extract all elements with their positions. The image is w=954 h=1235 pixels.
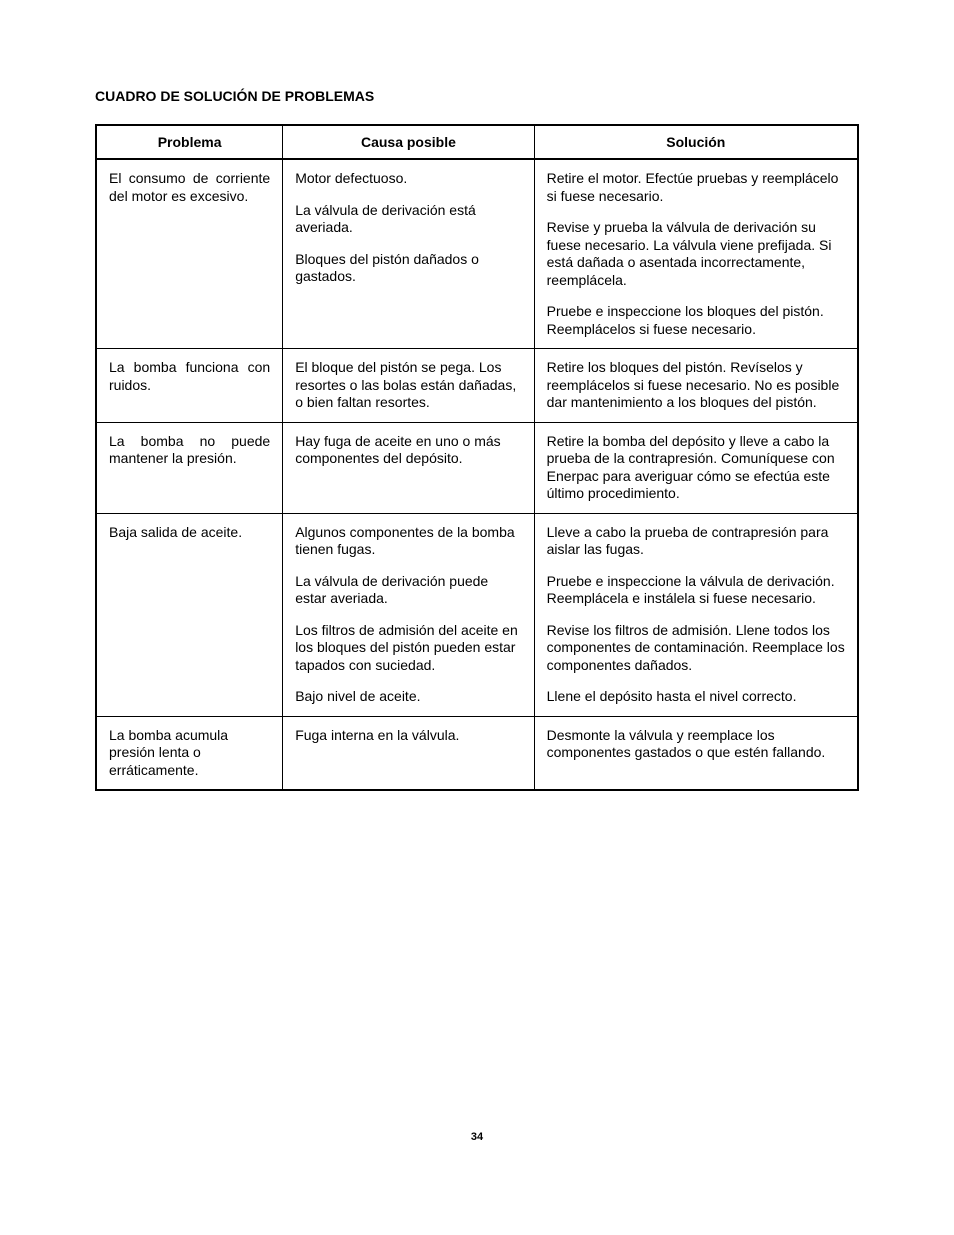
cell-solution: Desmonte la válvula y reemplace los comp… — [534, 716, 858, 790]
cell-solution: Retire el motor. Efectúe pruebas y reemp… — [534, 159, 858, 349]
problem-text: Baja salida de aceite. — [109, 524, 270, 542]
cause-text: El bloque del pistón se pega. Los resort… — [295, 359, 521, 412]
troubleshooting-table: Problema Causa posible Solución El consu… — [95, 124, 859, 791]
solution-text: Lleve a cabo la prueba de contrapresión … — [547, 524, 845, 559]
solution-text: Pruebe e inspeccione los bloques del pis… — [547, 303, 845, 338]
solution-text: Retire la bomba del depósito y lleve a c… — [547, 433, 845, 503]
cause-text: Bloques del pistón dañados o gastados. — [295, 251, 521, 286]
solution-text: Pruebe e inspeccione la válvula de deriv… — [547, 573, 845, 608]
cause-text: Los filtros de admisión del aceite en lo… — [295, 622, 521, 675]
cause-text: La válvula de derivación puede estar ave… — [295, 573, 521, 608]
problem-text: La bomba no puede mantener la presión. — [109, 433, 270, 468]
cause-text: Motor defectuoso. — [295, 170, 521, 188]
cell-cause: Fuga interna en la válvula. — [283, 716, 534, 790]
cell-cause: Hay fuga de aceite en uno o más componen… — [283, 422, 534, 513]
table-header-row: Problema Causa posible Solución — [96, 125, 858, 159]
solution-text: Retire los bloques del pistón. Revíselos… — [547, 359, 845, 412]
problem-text: El consumo de corriente del motor es exc… — [109, 170, 270, 205]
cell-cause: El bloque del pistón se pega. Los resort… — [283, 349, 534, 423]
cell-problem: Baja salida de aceite. — [96, 513, 283, 716]
cell-cause: Motor defectuoso. La válvula de derivaci… — [283, 159, 534, 349]
solution-text: Revise los filtros de admisión. Llene to… — [547, 622, 845, 675]
col-header-problem: Problema — [96, 125, 283, 159]
cause-text: Hay fuga de aceite en uno o más componen… — [295, 433, 521, 468]
solution-text: Retire el motor. Efectúe pruebas y reemp… — [547, 170, 845, 205]
cell-solution: Retire los bloques del pistón. Revíselos… — [534, 349, 858, 423]
cause-text: Fuga interna en la válvula. — [295, 727, 521, 745]
cell-problem: El consumo de corriente del motor es exc… — [96, 159, 283, 349]
table-row: La bomba no puede mantener la presión. H… — [96, 422, 858, 513]
solution-text: Llene el depósito hasta el nivel correct… — [547, 688, 845, 706]
cell-problem: La bomba acumula presión lenta o errátic… — [96, 716, 283, 790]
page-number: 34 — [0, 1131, 954, 1143]
problem-text: La bomba acumula presión lenta o errátic… — [109, 727, 270, 780]
col-header-cause: Causa posible — [283, 125, 534, 159]
cell-solution: Lleve a cabo la prueba de contrapresión … — [534, 513, 858, 716]
col-header-solution: Solución — [534, 125, 858, 159]
cause-text: Bajo nivel de aceite. — [295, 688, 521, 706]
cell-solution: Retire la bomba del depósito y lleve a c… — [534, 422, 858, 513]
problem-text: La bomba funciona con ruidos. — [109, 359, 270, 394]
table-row: La bomba acumula presión lenta o errátic… — [96, 716, 858, 790]
table-row: El consumo de corriente del motor es exc… — [96, 159, 858, 349]
cell-problem: La bomba no puede mantener la presión. — [96, 422, 283, 513]
cause-text: La válvula de derivación está averiada. — [295, 202, 521, 237]
cell-problem: La bomba funciona con ruidos. — [96, 349, 283, 423]
section-title: CUADRO DE SOLUCIÓN DE PROBLEMAS — [95, 88, 859, 104]
solution-text: Desmonte la válvula y reemplace los comp… — [547, 727, 845, 762]
table-row: La bomba funciona con ruidos. El bloque … — [96, 349, 858, 423]
solution-text: Revise y prueba la válvula de derivación… — [547, 219, 845, 289]
page: CUADRO DE SOLUCIÓN DE PROBLEMAS Problema… — [0, 0, 954, 1235]
cause-text: Algunos componentes de la bomba tienen f… — [295, 524, 521, 559]
cell-cause: Algunos componentes de la bomba tienen f… — [283, 513, 534, 716]
table-row: Baja salida de aceite. Algunos component… — [96, 513, 858, 716]
